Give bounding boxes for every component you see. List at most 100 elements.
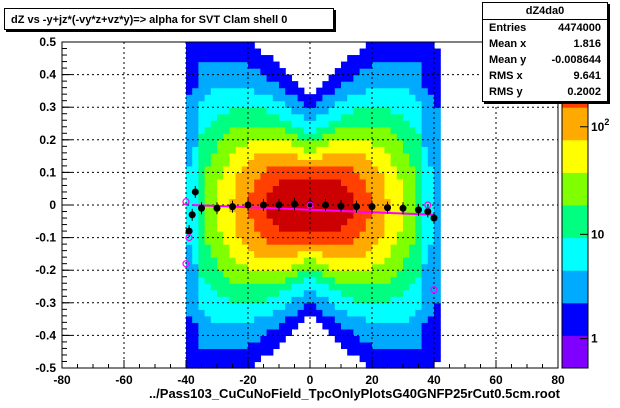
heatmap-cell bbox=[421, 87, 429, 95]
heatmap-cell bbox=[248, 191, 255, 200]
heatmap-cell bbox=[235, 61, 243, 69]
heatmap-cell bbox=[192, 68, 199, 76]
heatmap-cell bbox=[260, 126, 268, 134]
heatmap-cell bbox=[427, 61, 435, 69]
heatmap-cell bbox=[223, 55, 230, 63]
heatmap-cell bbox=[421, 146, 429, 154]
chart-title: dZ vs -y+jz*(-vy*z+vz*y)=> alpha for SVT… bbox=[4, 8, 334, 30]
heatmap-cell bbox=[403, 211, 410, 219]
heatmap-cell bbox=[415, 289, 423, 297]
heatmap-cell bbox=[192, 231, 199, 239]
heatmap-cell bbox=[384, 42, 392, 50]
heatmap-cell bbox=[378, 55, 385, 63]
heatmap-cell bbox=[223, 276, 230, 284]
heatmap-cell bbox=[384, 302, 392, 310]
heatmap-cell bbox=[186, 250, 193, 258]
heatmap-cell bbox=[204, 55, 212, 63]
x-axis: -80 -60 -40 -20 0 20 40 60 80 bbox=[53, 360, 565, 387]
heatmap-cell bbox=[341, 81, 348, 89]
x-tick-label: 80 bbox=[551, 373, 565, 387]
heatmap-cell bbox=[223, 302, 230, 310]
heatmap-cell bbox=[279, 68, 286, 76]
heatmap-cell bbox=[223, 87, 230, 95]
heatmap-cell bbox=[378, 335, 385, 343]
heatmap-cell bbox=[266, 113, 274, 121]
z-tick-label: 10 bbox=[591, 227, 605, 241]
heatmap-cell bbox=[254, 113, 261, 121]
heatmap-cell bbox=[186, 68, 193, 76]
heatmap-cell bbox=[390, 139, 398, 147]
heatmap-cell bbox=[322, 224, 330, 232]
heatmap-cell bbox=[328, 113, 336, 121]
heatmap-cell bbox=[297, 87, 305, 95]
heatmap-cell bbox=[266, 185, 274, 193]
heatmap-cell bbox=[192, 139, 199, 147]
heatmap-cell bbox=[415, 283, 423, 291]
heatmap-cell bbox=[291, 81, 299, 89]
heatmap-cell bbox=[396, 231, 404, 239]
heatmap-cell bbox=[365, 55, 373, 63]
heatmap-cell bbox=[235, 250, 243, 258]
heatmap-cell bbox=[235, 126, 243, 134]
heatmap-cell bbox=[434, 237, 441, 245]
heatmap-cell bbox=[272, 263, 280, 271]
heatmap-cell bbox=[396, 328, 404, 336]
heatmap-cell bbox=[359, 237, 367, 245]
heatmap-cell bbox=[347, 87, 354, 95]
palette-step bbox=[562, 115, 588, 124]
heatmap-cell bbox=[322, 244, 330, 252]
heatmap-cell bbox=[229, 211, 237, 219]
heatmap-cell bbox=[254, 191, 261, 200]
heatmap-cell bbox=[204, 250, 212, 258]
heatmap-cell bbox=[403, 302, 410, 310]
heatmap-cell bbox=[223, 152, 230, 160]
heatmap-cell bbox=[372, 224, 379, 232]
heatmap-cell bbox=[316, 276, 323, 284]
heatmap-cell bbox=[254, 335, 261, 343]
heatmap-cell bbox=[390, 289, 398, 297]
heatmap-cell bbox=[427, 68, 435, 76]
heatmap-cell bbox=[390, 74, 398, 82]
heatmap-cell bbox=[365, 61, 373, 69]
heatmap-cell bbox=[378, 354, 385, 363]
heatmap-cell bbox=[427, 159, 435, 167]
heatmap-cell bbox=[427, 302, 435, 310]
heatmap-cell bbox=[235, 224, 243, 232]
heatmap-cell bbox=[229, 328, 237, 336]
heatmap-cell bbox=[260, 178, 268, 187]
heatmap-cell bbox=[248, 237, 255, 245]
heatmap-cell bbox=[266, 315, 274, 323]
heatmap-cell bbox=[248, 257, 255, 265]
heatmap-cell bbox=[254, 159, 261, 167]
heatmap-cell bbox=[359, 283, 367, 291]
heatmap-cell bbox=[396, 218, 404, 226]
heatmap-cell bbox=[341, 61, 348, 69]
heatmap-cell bbox=[434, 191, 441, 200]
heatmap-cell bbox=[403, 139, 410, 147]
heatmap-cell bbox=[359, 257, 367, 265]
y-axis: 0.50.40.30.20.10-0.1-0.2-0.3-0.4-0.5 bbox=[35, 35, 72, 375]
heatmap-cell bbox=[272, 309, 280, 317]
heatmap-cell bbox=[192, 165, 199, 173]
magenta-point bbox=[185, 234, 193, 242]
heatmap-cell bbox=[254, 224, 261, 232]
profile-point bbox=[368, 203, 376, 211]
heatmap-cell bbox=[396, 178, 404, 187]
heatmap-cell bbox=[390, 198, 398, 206]
heatmap-cell bbox=[353, 178, 361, 187]
heatmap-cell bbox=[403, 152, 410, 160]
heatmap-cell bbox=[347, 81, 354, 89]
heatmap-cell bbox=[291, 87, 299, 95]
heatmap-cell bbox=[291, 191, 299, 200]
heatmap-cell bbox=[316, 191, 323, 200]
heatmap-cell bbox=[248, 289, 255, 297]
heatmap-cell bbox=[204, 322, 212, 330]
heatmap-cell bbox=[248, 87, 255, 95]
heatmap-cell bbox=[223, 48, 230, 56]
heatmap-cell bbox=[378, 61, 385, 69]
heatmap-cell bbox=[223, 263, 230, 271]
heatmap-cell bbox=[217, 283, 224, 291]
heatmap-cell bbox=[403, 257, 410, 265]
heatmap-cell bbox=[365, 94, 373, 102]
heatmap-cell bbox=[372, 172, 379, 180]
